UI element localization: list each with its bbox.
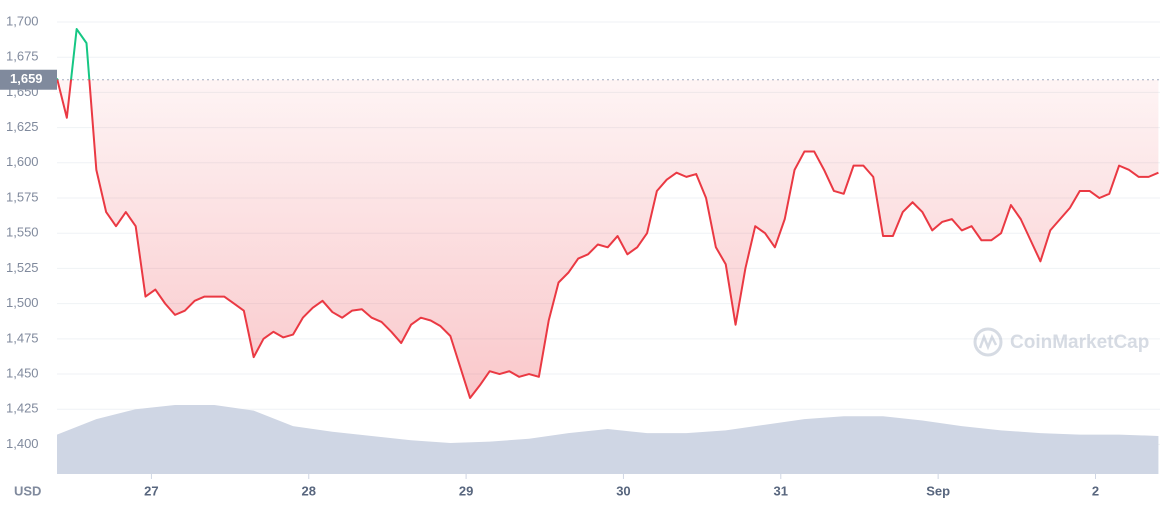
price-line (56, 28, 1159, 399)
currency-label: USD (14, 483, 41, 498)
y-tick-label: 1,525 (6, 260, 39, 275)
price-area (57, 79, 1159, 398)
watermark: CoinMarketCap (973, 327, 1149, 357)
reference-badge (0, 69, 57, 90)
y-tick-label: 1,700 (6, 13, 39, 28)
y-tick-label: 1,500 (6, 295, 39, 310)
x-tick-label: 28 (302, 483, 316, 498)
volume-area (57, 405, 1159, 474)
watermark-logo-wave (978, 333, 998, 351)
y-tick-label: 1,600 (6, 154, 39, 169)
y-tick-label: 1,475 (6, 330, 39, 345)
y-tick-label: 1,675 (6, 49, 39, 64)
y-tick-label: 1,425 (6, 401, 39, 416)
y-tick-label: 1,400 (6, 436, 39, 451)
y-tick-label: 1,575 (6, 189, 39, 204)
x-tick-label: 29 (459, 483, 473, 498)
x-tick-label: 2 (1092, 483, 1099, 498)
watermark-text: CoinMarketCap (1010, 332, 1149, 353)
y-tick-label: 1,450 (6, 365, 39, 380)
x-tick-label: Sep (926, 483, 950, 498)
x-tick-label: 30 (616, 483, 630, 498)
watermark-logo (973, 327, 1003, 357)
reference-label: 1,659 (10, 71, 43, 86)
x-tick-label: 27 (144, 483, 158, 498)
y-tick-label: 1,625 (6, 119, 39, 134)
y-tick-label: 1,550 (6, 225, 39, 240)
x-tick-label: 31 (774, 483, 788, 498)
